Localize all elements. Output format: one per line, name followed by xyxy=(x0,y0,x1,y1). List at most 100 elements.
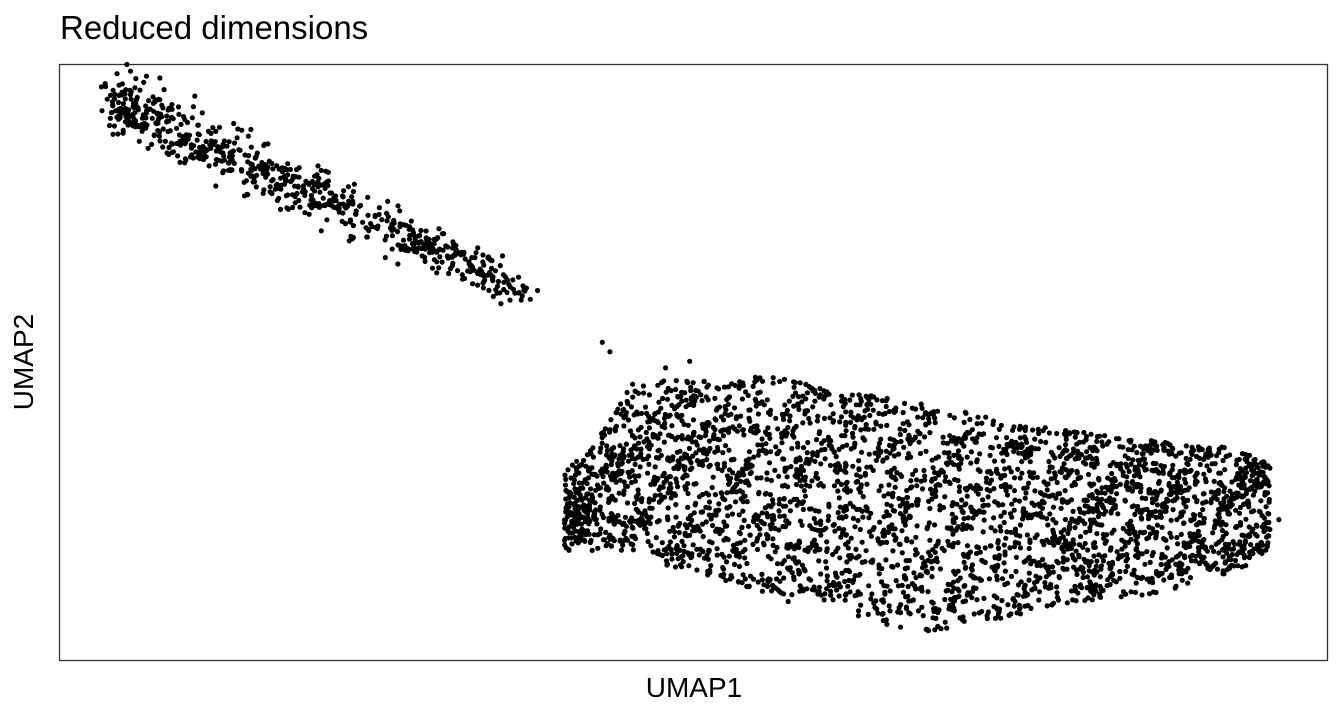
data-point xyxy=(960,509,966,515)
data-point xyxy=(660,473,666,479)
data-point xyxy=(700,548,706,554)
data-point xyxy=(1197,552,1203,559)
data-point xyxy=(595,532,601,538)
data-point xyxy=(632,500,638,507)
data-point xyxy=(1036,560,1042,566)
data-point xyxy=(306,181,312,187)
data-point xyxy=(339,218,345,224)
data-point xyxy=(151,132,157,138)
data-point xyxy=(431,241,437,247)
data-point xyxy=(1101,511,1107,517)
data-point xyxy=(929,476,935,482)
data-point xyxy=(1243,490,1249,497)
data-point xyxy=(992,563,999,569)
data-point xyxy=(315,180,321,187)
data-point xyxy=(1129,447,1135,453)
data-point xyxy=(880,599,887,605)
data-point xyxy=(1252,488,1258,494)
data-point xyxy=(615,463,621,469)
data-point xyxy=(750,541,756,548)
data-point xyxy=(738,478,744,484)
data-point xyxy=(895,562,901,568)
data-point xyxy=(673,514,679,520)
data-point xyxy=(725,536,731,543)
data-point xyxy=(208,138,214,144)
data-point xyxy=(741,517,747,524)
data-point xyxy=(783,433,789,439)
data-point xyxy=(215,144,221,150)
data-point xyxy=(1117,575,1123,581)
data-point xyxy=(968,572,974,579)
data-point xyxy=(1228,497,1234,503)
data-point xyxy=(996,443,1002,449)
data-point xyxy=(1102,553,1108,559)
data-point xyxy=(896,451,902,457)
data-point xyxy=(726,553,732,559)
data-point xyxy=(418,227,424,234)
data-point xyxy=(650,497,657,503)
data-point xyxy=(926,411,932,417)
data-point xyxy=(797,478,803,484)
data-point xyxy=(1072,583,1078,589)
data-point xyxy=(941,548,947,554)
data-point xyxy=(890,564,896,570)
data-point xyxy=(714,546,720,552)
data-point xyxy=(1109,470,1115,477)
data-point xyxy=(956,488,963,494)
data-point xyxy=(110,102,116,108)
data-point xyxy=(401,222,407,228)
data-point xyxy=(389,233,395,239)
data-point xyxy=(935,454,942,460)
data-point xyxy=(1112,505,1118,511)
data-point xyxy=(984,486,990,493)
data-point xyxy=(325,183,331,189)
data-point xyxy=(954,501,960,507)
data-point xyxy=(955,578,961,584)
data-point xyxy=(904,419,911,425)
data-point xyxy=(951,540,957,547)
data-point xyxy=(169,141,175,147)
data-point xyxy=(850,463,856,469)
data-point xyxy=(822,393,828,399)
data-point xyxy=(1250,467,1257,473)
data-point xyxy=(655,435,661,441)
data-point xyxy=(763,450,769,456)
data-point xyxy=(248,166,254,172)
data-point xyxy=(659,552,666,559)
data-point xyxy=(1108,508,1114,514)
data-point xyxy=(657,431,663,437)
data-point xyxy=(571,501,577,507)
data-point xyxy=(923,448,929,454)
data-point xyxy=(982,545,988,551)
data-point xyxy=(1132,511,1138,517)
data-point xyxy=(674,411,680,418)
data-point xyxy=(673,476,679,482)
data-point xyxy=(1102,433,1108,439)
data-point xyxy=(759,378,766,384)
data-point xyxy=(566,524,572,530)
data-point xyxy=(181,114,187,120)
data-point xyxy=(909,484,915,490)
data-point xyxy=(993,605,999,611)
data-point xyxy=(1115,511,1121,517)
data-point xyxy=(731,456,737,462)
data-point xyxy=(1044,603,1050,609)
data-point xyxy=(1167,530,1173,536)
data-point xyxy=(913,467,919,474)
data-point xyxy=(395,261,401,267)
data-point xyxy=(1054,590,1060,596)
data-point xyxy=(947,480,953,487)
data-point xyxy=(350,201,356,207)
data-point xyxy=(883,557,889,563)
data-point xyxy=(328,190,335,196)
data-point xyxy=(915,414,921,420)
data-point xyxy=(791,496,797,502)
data-point xyxy=(767,513,773,519)
data-point xyxy=(758,518,764,525)
data-point xyxy=(767,435,773,441)
data-point xyxy=(769,588,775,594)
data-point xyxy=(1011,475,1018,481)
data-point xyxy=(726,467,733,473)
data-point xyxy=(1080,569,1086,576)
data-point xyxy=(1168,517,1174,524)
